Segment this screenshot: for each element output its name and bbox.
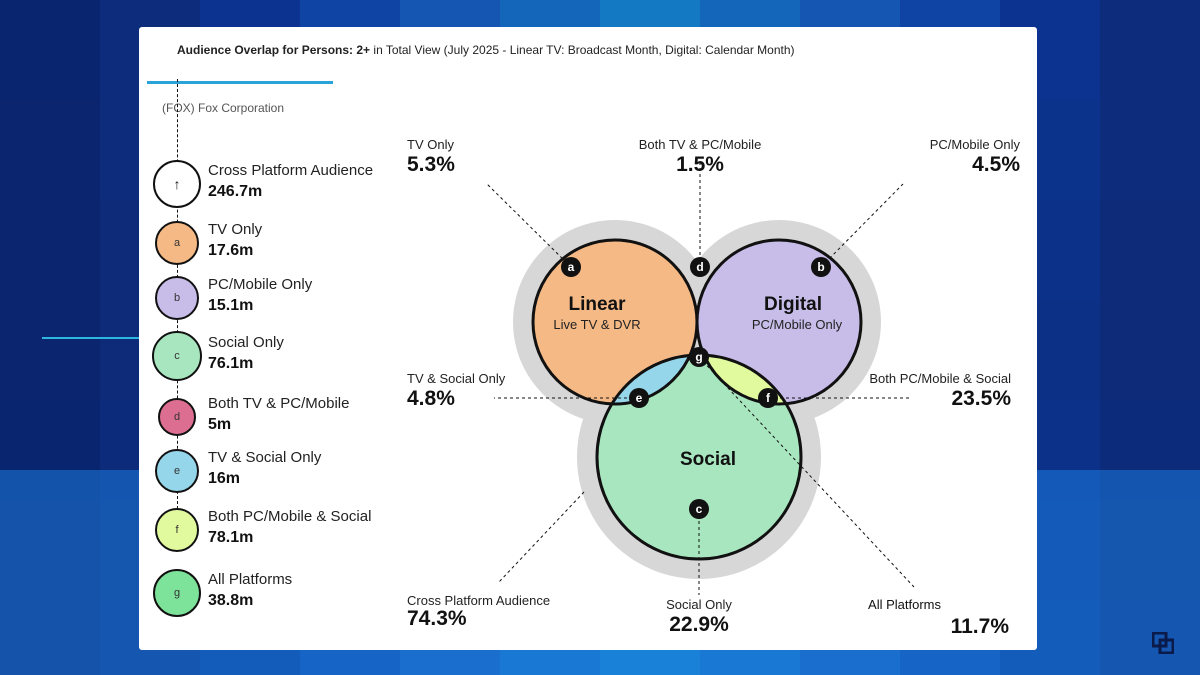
legend-circle-a: a xyxy=(155,221,199,265)
annotation-label-a: TV Only xyxy=(407,137,454,152)
legend-circle-f: f xyxy=(155,508,199,552)
marker-b xyxy=(811,257,831,277)
legend-letter: c xyxy=(174,350,180,362)
annotation-label-c: Social Only xyxy=(666,597,732,612)
chart-title-rest: in Total View (July 2025 - Linear TV: Br… xyxy=(370,43,795,57)
mosaic-tile xyxy=(1100,100,1200,200)
mosaic-tile xyxy=(0,200,100,300)
legend-letter: a xyxy=(173,237,181,249)
arrow-up-icon: ↑ xyxy=(173,176,181,192)
annotation-value-a: 5.3% xyxy=(407,153,455,176)
leader-line-cross xyxy=(498,491,585,583)
legend-name: All Platforms xyxy=(208,571,293,588)
marker-letter-g: g xyxy=(695,350,702,364)
legend-value: 76.1m xyxy=(208,355,254,372)
marker-letter-f: f xyxy=(766,391,771,405)
mosaic-tile xyxy=(0,500,100,600)
company-label: (FOX) Fox Corporation xyxy=(162,101,285,115)
brand-logo-icon xyxy=(1152,632,1174,654)
mosaic-tile xyxy=(0,0,100,100)
marker-letter-d: d xyxy=(696,260,703,274)
annotation-label-d: Both TV & PC/Mobile xyxy=(638,137,762,152)
legend-circle-b: b xyxy=(155,276,199,320)
set-sub-linear: Live TV & DVR xyxy=(553,317,640,332)
annotation-label-e: TV & Social Only xyxy=(407,371,506,386)
leader-line-a xyxy=(486,183,572,268)
legend-value: 17.6m xyxy=(208,242,254,259)
mosaic-tile xyxy=(0,600,100,675)
legend-circle-c: c xyxy=(152,331,202,381)
mosaic-tile xyxy=(0,100,100,200)
leader-line-g xyxy=(698,356,915,588)
annotation-value-b: 4.5% xyxy=(972,153,1020,176)
mosaic-tile xyxy=(1100,400,1200,500)
annotation-label-cross: Cross Platform Audience xyxy=(407,593,551,608)
annotation-value-e: 4.8% xyxy=(407,387,455,410)
legend-name: TV & Social Only xyxy=(208,449,322,466)
legend-name: Cross Platform Audience xyxy=(208,162,374,179)
legend-value: 15.1m xyxy=(208,297,254,314)
set-label-linear: Linear xyxy=(568,294,626,315)
annotation-value-cross: 74.3% xyxy=(407,607,467,630)
annotation-value-d: 1.5% xyxy=(676,153,724,176)
chart-title-bold: Audience Overlap for Persons: 2+ xyxy=(177,43,371,57)
region-social-only xyxy=(597,355,801,559)
legend-letter: g xyxy=(173,587,181,599)
leader-line-b xyxy=(820,183,904,268)
legend-value: 16m xyxy=(208,470,241,487)
legend-letter: d xyxy=(173,411,181,423)
legend-name: Both PC/Mobile & Social xyxy=(208,508,372,525)
legend-value: 5m xyxy=(208,416,232,433)
legend-circle-cross: ↑ xyxy=(153,160,201,208)
marker-letter-b: b xyxy=(817,260,824,274)
mosaic-tile xyxy=(1100,0,1200,100)
marker-f xyxy=(758,388,778,408)
mosaic-tile xyxy=(1100,300,1200,400)
legend-name: Both TV & PC/Mobile xyxy=(208,395,350,412)
annotation-label-g: All Platforms xyxy=(868,597,941,612)
legend-circle-e: e xyxy=(155,449,199,493)
annotation-label-b: PC/Mobile Only xyxy=(929,137,1020,152)
legend-name: Social Only xyxy=(208,334,284,351)
legend-value: 78.1m xyxy=(208,529,254,546)
set-sub-digital: PC/Mobile Only xyxy=(752,317,843,332)
legend-circle-g: g xyxy=(153,569,201,617)
legend-letter: f xyxy=(175,524,179,536)
legend-name: TV Only xyxy=(208,221,263,238)
annotation-value-f: 23.5% xyxy=(951,387,1011,410)
legend-name: PC/Mobile Only xyxy=(208,276,313,293)
chart-title: Audience Overlap for Persons: 2+ in Tota… xyxy=(177,43,795,57)
marker-letter-e: e xyxy=(636,391,643,405)
legend-circle-d: d xyxy=(158,398,196,436)
mosaic-tile xyxy=(0,400,100,500)
mosaic-tile xyxy=(1100,600,1200,675)
mosaic-tile xyxy=(1100,200,1200,300)
annotation-value-g: 11.7% xyxy=(950,615,1009,638)
marker-letter-a: a xyxy=(568,260,575,274)
outline-digital xyxy=(695,238,863,406)
active-tab-underline xyxy=(147,81,333,84)
marker-d xyxy=(690,257,710,277)
annotation-label-f: Both PC/Mobile & Social xyxy=(869,371,1011,386)
legend-letter: e xyxy=(173,465,181,477)
legend-value: 38.8m xyxy=(208,592,254,609)
chart-card: Audience Overlap for Persons: 2+ in Tota… xyxy=(139,27,1037,650)
marker-a xyxy=(561,257,581,277)
mosaic-tile xyxy=(1100,500,1200,600)
legend-letter: b xyxy=(173,292,181,304)
marker-letter-c: c xyxy=(696,502,703,516)
set-label-digital: Digital xyxy=(764,294,822,315)
mosaic-tile xyxy=(0,300,100,400)
annotation-value-c: 22.9% xyxy=(669,613,729,636)
marker-c xyxy=(689,499,709,519)
legend-value: 246.7m xyxy=(208,183,263,200)
marker-e xyxy=(629,388,649,408)
set-label-social: Social xyxy=(680,449,736,470)
marker-g xyxy=(689,347,709,367)
venn-diagram: Linear Live TV & DVR Digital PC/Mobile Only… xyxy=(486,163,915,595)
